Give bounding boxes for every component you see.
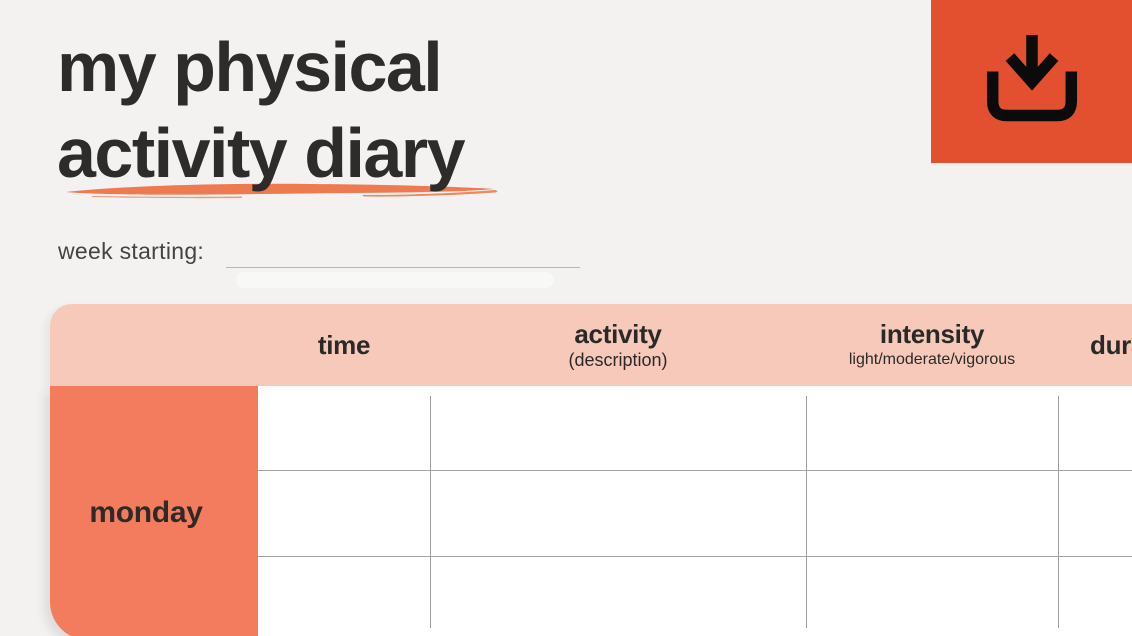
download-icon xyxy=(986,34,1077,121)
column-sublabel: light/moderate/vigorous xyxy=(848,350,1016,368)
grid-line-horizontal xyxy=(258,556,1132,557)
week-starting-input-line xyxy=(226,267,580,268)
column-sublabel: (description) xyxy=(568,349,668,370)
column-header-duration: duration xyxy=(1090,304,1132,386)
grid-line-vertical xyxy=(806,396,807,628)
column-label: activity xyxy=(574,318,662,349)
day-label: monday xyxy=(89,496,203,529)
table-body xyxy=(258,386,1132,636)
page-title: my physical activity diary xyxy=(57,24,466,196)
grid-line-horizontal xyxy=(258,470,1132,471)
brush-underline xyxy=(66,183,498,199)
week-starting-highlight xyxy=(236,272,554,288)
column-header-intensity: intensity light/moderate/vigorous xyxy=(806,304,1058,386)
grid-line-vertical xyxy=(430,396,431,628)
table-header-row: time activity (description) intensity li… xyxy=(50,304,1132,386)
day-cell-monday: monday xyxy=(50,386,258,636)
column-label: duration xyxy=(1090,329,1132,360)
grid-line-vertical xyxy=(1058,396,1059,628)
page-title-line-1: my physical xyxy=(57,28,443,106)
column-header-activity: activity (description) xyxy=(430,304,806,386)
column-label: intensity xyxy=(879,318,985,349)
week-starting-label: week starting: xyxy=(58,238,205,264)
download-button[interactable] xyxy=(931,0,1132,163)
column-header-time: time xyxy=(258,304,430,386)
page-title-line-2: activity diary xyxy=(57,114,466,192)
column-label: time xyxy=(317,329,371,360)
